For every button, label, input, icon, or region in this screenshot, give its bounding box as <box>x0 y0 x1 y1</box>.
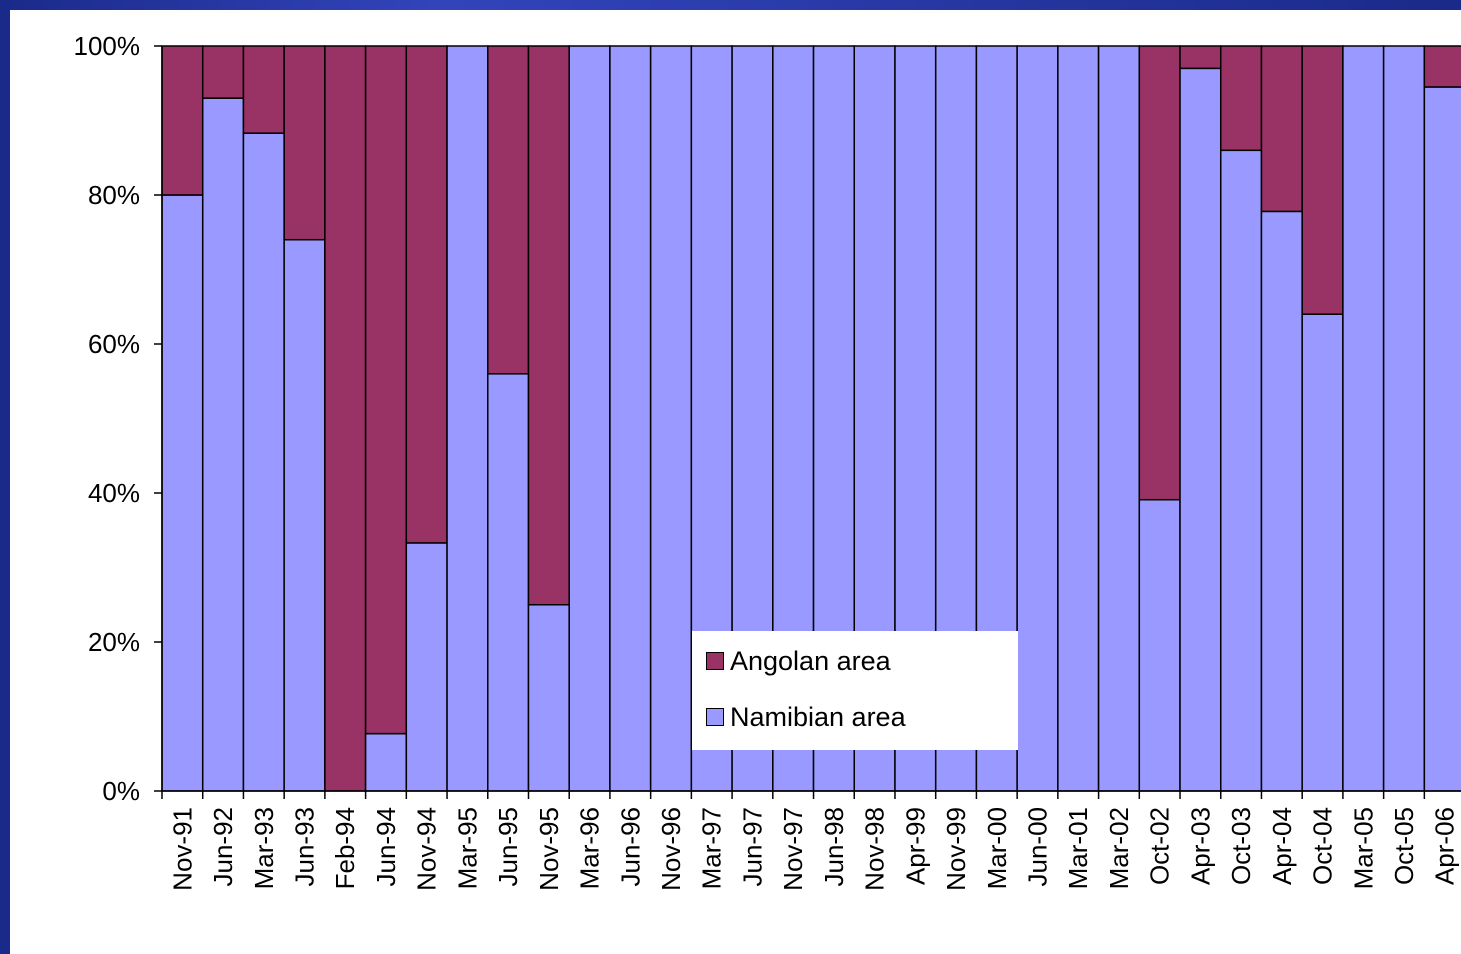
bar-angolan-oct-02 <box>1138 45 1181 501</box>
bar-namibian-apr-03 <box>1179 67 1222 792</box>
bar-angolan-jun-93 <box>283 45 326 241</box>
legend-label-angolan: Angolan area <box>730 645 891 676</box>
x-tick-label-nov-99: Nov-99 <box>941 807 971 891</box>
legend-swatch-angolan <box>706 652 724 670</box>
x-tick-label-jun-00: Jun-00 <box>1023 807 1053 887</box>
x-tick-label-oct-02: Oct-02 <box>1145 807 1175 885</box>
x-tick-label-apr-03: Apr-03 <box>1185 807 1215 885</box>
bar-namibian-jun-96 <box>609 45 652 792</box>
y-axis-ticks: 0% 20% 40% 60% 80% 100% <box>74 31 162 806</box>
x-tick-label-oct-03: Oct-03 <box>1226 807 1256 885</box>
x-tick-label-nov-94: Nov-94 <box>412 807 442 891</box>
y-tick-label: 0% <box>102 776 140 806</box>
bar-namibian-jun-94 <box>364 732 408 792</box>
x-tick-label-apr-06: Apr-06 <box>1430 807 1460 885</box>
x-tick-label-jun-92: Jun-92 <box>208 807 238 887</box>
y-tick-label: 60% <box>88 329 140 359</box>
x-tick-label-mar-02: Mar-02 <box>1104 807 1134 889</box>
x-tick-label-apr-99: Apr-99 <box>900 807 930 885</box>
x-tick-label-jun-94: Jun-94 <box>371 807 401 887</box>
bar-angolan-jun-94 <box>364 45 408 735</box>
bar-namibian-mar-93 <box>242 132 285 792</box>
y-tick-label: 80% <box>88 180 140 210</box>
x-tick-label-mar-96: Mar-96 <box>575 807 605 889</box>
x-tick-label-nov-96: Nov-96 <box>656 807 686 891</box>
bar-namibian-jun-00 <box>1016 45 1059 792</box>
bar-angolan-feb-94 <box>324 45 367 792</box>
bar-angolan-apr-06 <box>1423 45 1461 88</box>
bar-namibian-nov-95 <box>527 604 570 792</box>
x-tick-label-feb-94: Feb-94 <box>330 807 360 889</box>
x-tick-label-mar-00: Mar-00 <box>982 807 1012 889</box>
x-tick-label-mar-01: Mar-01 <box>1063 807 1093 889</box>
bar-namibian-mar-96 <box>568 45 611 792</box>
x-tick-label-jun-98: Jun-98 <box>819 807 849 887</box>
bar-namibian-oct-05 <box>1382 45 1426 792</box>
x-tick-label-jun-97: Jun-97 <box>737 807 767 887</box>
bar-namibian-apr-04 <box>1260 210 1303 792</box>
bar-angolan-nov-94 <box>405 45 448 544</box>
bar-angolan-nov-95 <box>527 45 570 606</box>
legend-label-namibian: Namibian area <box>730 701 906 732</box>
bar-namibian-apr-06 <box>1423 86 1461 792</box>
x-tick-label-mar-97: Mar-97 <box>697 807 727 889</box>
bar-namibian-mar-05 <box>1342 45 1385 792</box>
bar-namibian-oct-02 <box>1138 498 1181 792</box>
x-tick-label-jun-95: Jun-95 <box>493 807 523 887</box>
bar-namibian-oct-04 <box>1301 313 1344 792</box>
bar-namibian-mar-01 <box>1057 45 1100 792</box>
bar-angolan-apr-03 <box>1179 45 1222 70</box>
y-tick-label: 20% <box>88 627 140 657</box>
x-tick-label-oct-04: Oct-04 <box>1308 807 1338 885</box>
legend-swatch-namibian <box>706 708 724 726</box>
chart-frame: 0% 20% 40% 60% 80% 100% Nov-91 Jun-92 Mar-93 Jun… <box>10 10 1461 954</box>
x-tick-label-mar-05: Mar-05 <box>1348 807 1378 889</box>
bar-namibian-nov-94 <box>405 542 448 792</box>
y-tick-label: 100% <box>74 31 141 61</box>
bar-namibian-jun-92 <box>201 97 245 792</box>
bar-angolan-mar-93 <box>242 45 285 134</box>
bar-angolan-jun-95 <box>487 45 530 375</box>
x-tick-label-nov-91: Nov-91 <box>167 807 197 891</box>
x-tick-label-jun-96: Jun-96 <box>615 807 645 887</box>
bar-namibian-jun-93 <box>283 238 326 792</box>
legend-item-angolan: Angolan area <box>706 645 891 677</box>
x-tick-label-nov-98: Nov-98 <box>860 807 890 891</box>
bar-angolan-jun-92 <box>201 45 245 99</box>
x-tick-label-jun-93: Jun-93 <box>290 807 320 887</box>
legend-item-namibian: Namibian area <box>706 701 906 733</box>
y-tick-label: 40% <box>88 478 140 508</box>
x-tick-label-mar-95: Mar-95 <box>452 807 482 889</box>
bar-angolan-nov-91 <box>161 45 204 196</box>
bar-namibian-nov-96 <box>649 45 693 792</box>
bar-namibian-mar-95 <box>446 45 489 792</box>
bar-namibian-jun-95 <box>487 373 530 792</box>
x-tick-label-nov-97: Nov-97 <box>778 807 808 891</box>
bar-angolan-apr-04 <box>1260 45 1303 213</box>
x-axis-ticks: Nov-91 Jun-92 Mar-93 Jun-93 Feb-94 Jun-94 Nov-… <box>161 791 1460 891</box>
bar-angolan-oct-03 <box>1219 45 1263 152</box>
x-tick-label-oct-05: Oct-05 <box>1389 807 1419 885</box>
bar-namibian-mar-02 <box>1097 45 1141 792</box>
x-tick-label-apr-04: Apr-04 <box>1267 807 1297 885</box>
bar-namibian-oct-03 <box>1219 149 1263 792</box>
stacked-bar-chart: 0% 20% 40% 60% 80% 100% Nov-91 Jun-92 Mar-93 Jun… <box>74 31 1461 891</box>
x-tick-label-mar-93: Mar-93 <box>249 807 279 889</box>
axes-group <box>161 46 1461 792</box>
x-tick-label-nov-95: Nov-95 <box>534 807 564 891</box>
bar-namibian-nov-91 <box>161 194 204 792</box>
legend: Angolan area Namibian area <box>692 631 1018 750</box>
bar-angolan-oct-04 <box>1301 45 1344 315</box>
